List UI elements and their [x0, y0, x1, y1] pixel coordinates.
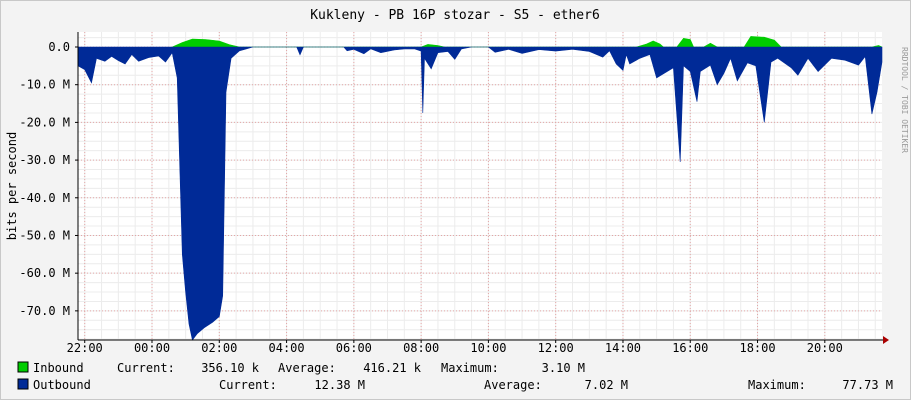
legend-outbound-average-label: Average:	[484, 378, 542, 392]
legend-inbound-maximum-label: Maximum:	[441, 361, 499, 375]
series-layer	[77, 36, 883, 341]
y-tick-label: -20.0 M	[19, 115, 70, 129]
legend-outbound-name: Outbound	[33, 378, 91, 392]
y-tick-label: -50.0 M	[19, 228, 70, 242]
x-tick-label: 14:00	[605, 341, 641, 355]
x-tick-label: 02:00	[201, 341, 237, 355]
axes	[77, 32, 889, 344]
x-tick-label: 18:00	[739, 341, 775, 355]
x-tick-labels: 22:00 00:00 02:00 04:00 06:00 08:00 10:00 12:00…	[67, 340, 843, 355]
legend-inbound-average: 416.21 k	[363, 361, 422, 375]
legend-inbound-maximum: 3.10 M	[542, 361, 585, 375]
y-tick-label: -10.0 M	[19, 78, 70, 92]
legend-inbound-average-label: Average:	[278, 361, 336, 375]
legend-inbound-current-label: Current:	[117, 361, 175, 375]
rrdtool-watermark: RRDTOOL / TOBI OETIKER	[900, 47, 909, 153]
x-tick-label: 10:00	[470, 341, 506, 355]
x-tick-label: 16:00	[672, 341, 708, 355]
legend-outbound-maximum-label: Maximum:	[748, 378, 806, 392]
x-tick-label: 08:00	[403, 341, 439, 355]
x-tick-label: 04:00	[269, 341, 305, 355]
legend-swatch-inbound	[17, 361, 29, 373]
legend-outbound-current: 12.38 M	[314, 378, 365, 392]
y-tick-label: -70.0 M	[19, 304, 70, 318]
y-tick-label: -30.0 M	[19, 153, 70, 167]
x-axis-arrow	[883, 336, 889, 344]
x-tick-label: 00:00	[134, 341, 170, 355]
y-tick-label: -60.0 M	[19, 266, 70, 280]
x-tick-label: 12:00	[538, 341, 574, 355]
legend-inbound-name: Inbound	[33, 361, 84, 375]
chart-title: Kukleny - PB 16P stozar - S5 - ether6	[310, 8, 600, 23]
y-axis-title: bits per second	[5, 132, 19, 240]
y-tick-labels: 0.0 -10.0 M -20.0 M -30.0 M -40.0 M -50.0 M -6…	[19, 40, 78, 318]
legend-swatch-outbound	[17, 378, 29, 390]
x-tick-label: 06:00	[336, 341, 372, 355]
x-tick-label: 22:00	[67, 341, 103, 355]
legend-inbound-current: 356.10 k	[201, 361, 260, 375]
legend-outbound-maximum: 77.73 M	[842, 378, 893, 392]
series-area-outbound	[77, 46, 883, 341]
x-tick-label: 20:00	[807, 341, 843, 355]
y-tick-label: -40.0 M	[19, 191, 70, 205]
legend-outbound-current-label: Current:	[219, 378, 277, 392]
legend: Inbound Current: 356.10 k Average: 416.2…	[17, 361, 893, 392]
y-tick-label: 0.0	[48, 40, 70, 54]
legend-outbound-average: 7.02 M	[585, 378, 628, 392]
